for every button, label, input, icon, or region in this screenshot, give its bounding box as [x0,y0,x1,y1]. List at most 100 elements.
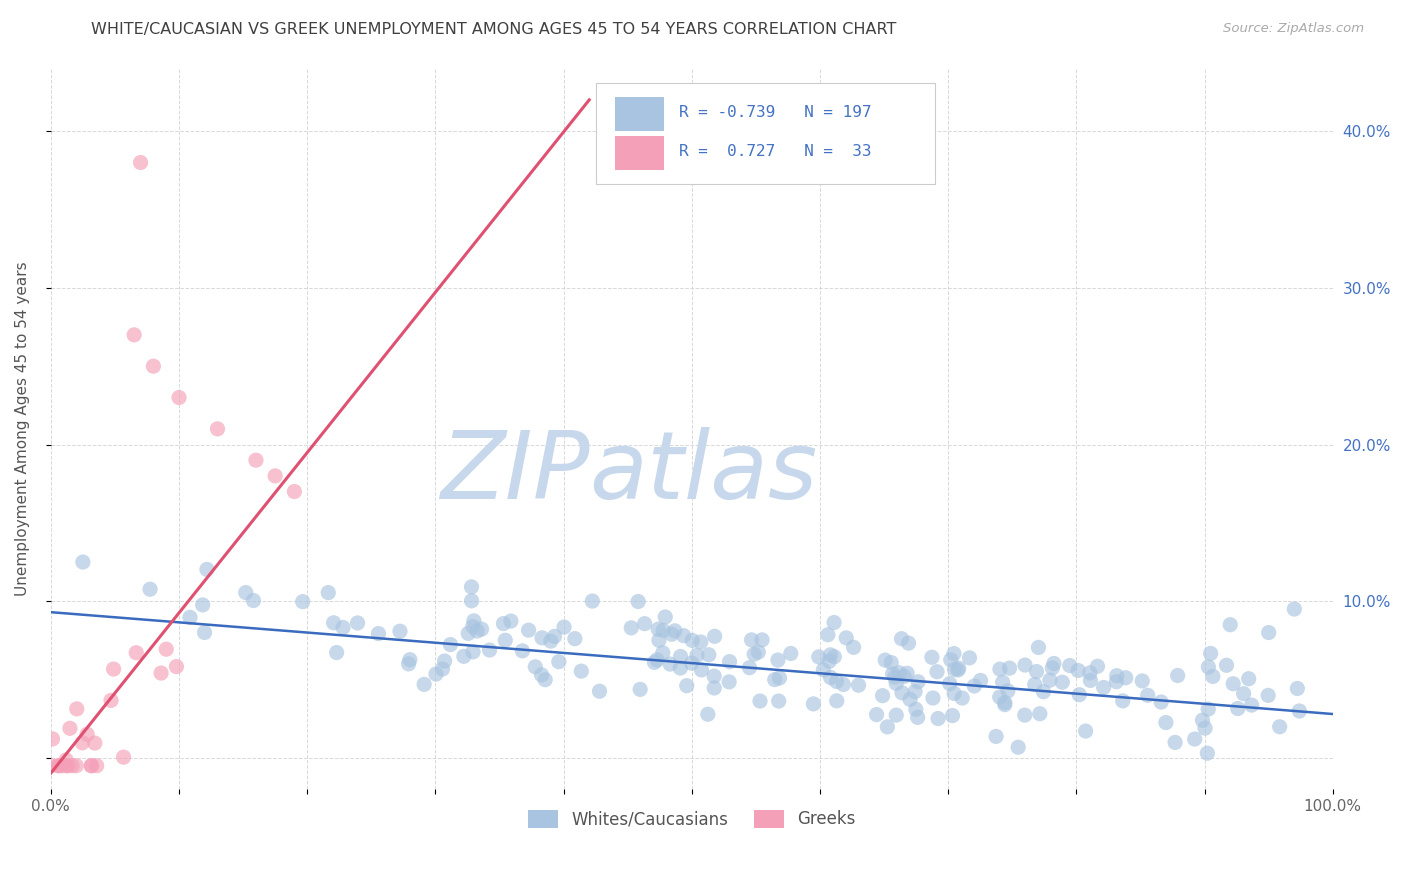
Point [876,720,898,734]
Point [1194,721,1216,735]
Point [80,758,103,772]
Point [1197,660,1219,674]
Point [1028,640,1050,655]
Point [388,624,411,639]
Point [825,694,848,708]
Point [998,661,1021,675]
Point [457,626,479,640]
Point [927,712,949,726]
Point [530,668,553,682]
Point [763,673,786,687]
Point [142,359,165,374]
FancyBboxPatch shape [614,136,664,170]
Point [997,683,1019,698]
Point [842,640,865,655]
Point [564,632,586,646]
Point [80,758,103,772]
Point [332,620,354,634]
Point [1039,673,1062,688]
Point [1215,658,1237,673]
Point [1284,602,1306,616]
Point [1257,625,1279,640]
Point [1197,746,1219,760]
Point [283,484,305,499]
Point [904,684,927,698]
Point [884,676,907,690]
Point [1078,665,1101,680]
Text: atlas: atlas [589,426,817,517]
Point [697,648,720,662]
Point [1069,688,1091,702]
Point [1197,702,1219,716]
Point [1067,664,1090,678]
Point [690,663,713,677]
Point [367,626,389,640]
Point [207,422,229,436]
Point [872,689,894,703]
Point [651,646,673,660]
Point [820,648,842,662]
Point [1222,677,1244,691]
Point [963,679,986,693]
Point [1240,698,1263,712]
Point [669,661,692,675]
Point [316,585,339,599]
Point [835,631,858,645]
Point [672,629,695,643]
Point [470,622,492,636]
Point [524,660,547,674]
Point [83,736,105,750]
Point [890,632,912,646]
Point [681,633,703,648]
Point [1257,689,1279,703]
Point [46,758,69,772]
Point [939,653,962,667]
Point [1115,671,1137,685]
Point [1164,735,1187,749]
Point [65,758,87,772]
Point [1202,669,1225,683]
Point [291,594,314,608]
Point [1199,647,1222,661]
Point [122,327,145,342]
Point [76,727,98,741]
Point [425,667,447,681]
Point [925,665,948,679]
Point [1029,706,1052,721]
Point [848,678,870,692]
Point [139,582,162,597]
Point [453,649,475,664]
Point [907,710,929,724]
Point [747,645,769,659]
Point [803,697,825,711]
Point [167,391,190,405]
Point [51,758,73,772]
Point [413,677,436,691]
Point [820,671,842,685]
Point [893,669,915,683]
Point [768,694,790,708]
Point [946,663,969,677]
Point [1040,661,1063,675]
Point [1007,740,1029,755]
Point [1080,673,1102,688]
Y-axis label: Unemployment Among Ages 45 to 54 years: Unemployment Among Ages 45 to 54 years [15,261,30,596]
Point [478,643,501,657]
Point [125,646,148,660]
Point [433,654,456,668]
Point [1150,695,1173,709]
Point [950,691,973,706]
Point [994,698,1017,712]
Point [543,629,565,643]
Point [460,580,482,594]
Point [1059,658,1081,673]
Point [654,610,676,624]
Point [72,555,94,569]
Point [1191,713,1213,727]
Point [1087,659,1109,673]
Point [1226,701,1249,715]
Point [534,673,557,687]
Point [943,662,966,676]
Point [896,666,918,681]
Point [66,702,89,716]
